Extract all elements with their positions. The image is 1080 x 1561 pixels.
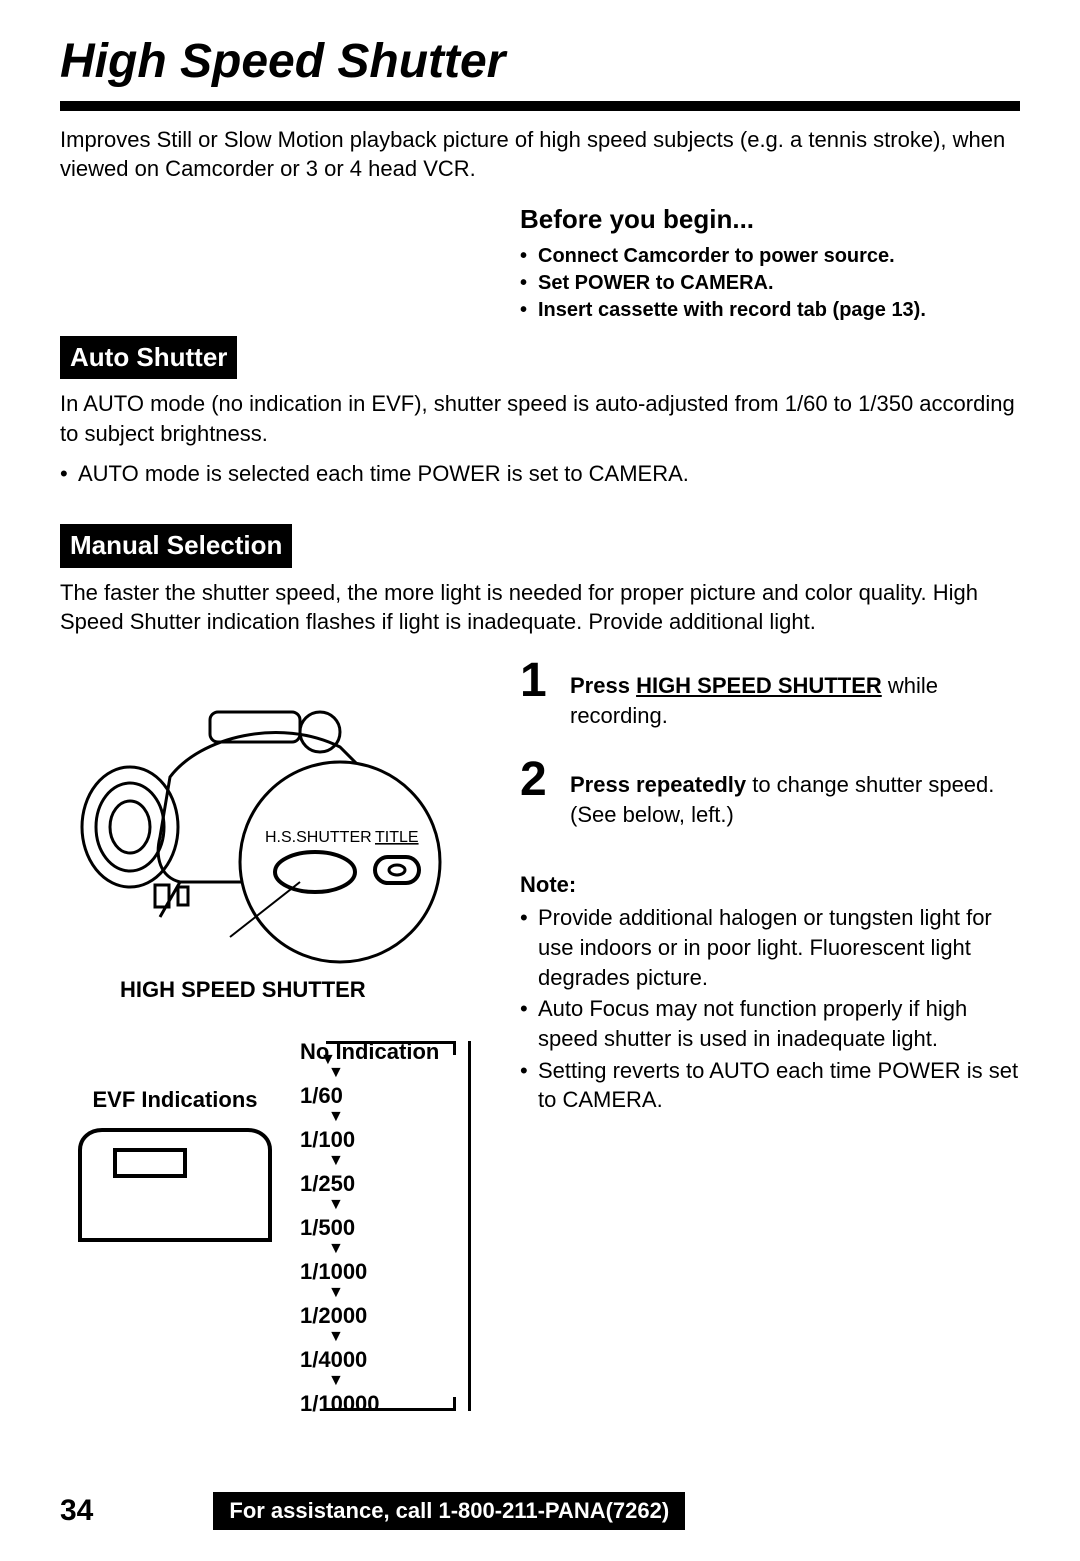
speed-item: No Indication▼ — [300, 1035, 465, 1079]
step-text: Press HIGH SPEED SHUTTER while recording… — [570, 657, 1020, 730]
before-item: Connect Camcorder to power source. — [520, 243, 1020, 270]
title-text: TITLE — [375, 829, 419, 846]
camcorder-diagram: H.S.SHUTTER TITLE — [60, 657, 460, 967]
speed-item: 1/100▼ — [300, 1123, 465, 1167]
speed-item: 1/2000▼ — [300, 1299, 465, 1343]
note-item: Provide additional halogen or tungsten l… — [520, 903, 1020, 992]
page-number: 34 — [60, 1491, 93, 1532]
assistance-bar: For assistance, call 1-800-211-PANA(7262… — [213, 1492, 685, 1530]
page-title: High Speed Shutter — [60, 30, 1020, 95]
note-heading: Note: — [520, 870, 1020, 900]
before-list: Connect Camcorder to power source. Set P… — [520, 243, 1020, 324]
title-rule — [60, 101, 1020, 111]
speed-item: 1/250▼ — [300, 1167, 465, 1211]
before-you-begin: Before you begin... Connect Camcorder to… — [520, 202, 1020, 324]
speed-item: 1/1000▼ — [300, 1255, 465, 1299]
manual-selection-text: The faster the shutter speed, the more l… — [60, 578, 1020, 637]
step-number: 1 — [520, 657, 570, 705]
speed-item: 1/60▼ — [300, 1079, 465, 1123]
speed-item: 1/10000 — [300, 1387, 465, 1431]
auto-shutter-text: In AUTO mode (no indication in EVF), shu… — [60, 389, 1020, 448]
viewfinder-icon — [70, 1120, 280, 1250]
step-1: 1 Press HIGH SPEED SHUTTER while recordi… — [520, 657, 1020, 730]
page-footer: 34 For assistance, call 1-800-211-PANA(7… — [60, 1491, 1020, 1532]
step-number: 2 — [520, 756, 570, 804]
manual-selection-label: Manual Selection — [60, 524, 292, 567]
note-item: Auto Focus may not function properly if … — [520, 994, 1020, 1053]
auto-shutter-label: Auto Shutter — [60, 336, 237, 379]
speed-item: 1/500▼ — [300, 1211, 465, 1255]
auto-bullet: AUTO mode is selected each time POWER is… — [60, 459, 1020, 489]
before-item: Insert cassette with record tab (page 13… — [520, 297, 1020, 324]
step-2: 2 Press repeatedly to change shutter spe… — [520, 756, 1020, 829]
before-item: Set POWER to CAMERA. — [520, 270, 1020, 297]
hs-shutter-text: H.S.SHUTTER — [265, 829, 372, 846]
note-item: Setting reverts to AUTO each time POWER … — [520, 1056, 1020, 1115]
evf-indications-label: EVF Indications — [60, 1085, 290, 1115]
auto-shutter-bullets: AUTO mode is selected each time POWER is… — [60, 459, 1020, 489]
speed-item: 1/4000▼ — [300, 1343, 465, 1387]
shutter-speed-cycle: ▼ No Indication▼ 1/60▼ 1/100▼ 1/250▼ 1/5… — [290, 1035, 465, 1431]
step-text: Press repeatedly to change shutter speed… — [570, 756, 1020, 829]
note-list: Provide additional halogen or tungsten l… — [520, 903, 1020, 1115]
diagram-caption: HIGH SPEED SHUTTER — [120, 975, 490, 1005]
intro-text: Improves Still or Slow Motion playback p… — [60, 125, 1020, 184]
before-heading: Before you begin... — [520, 202, 1020, 237]
